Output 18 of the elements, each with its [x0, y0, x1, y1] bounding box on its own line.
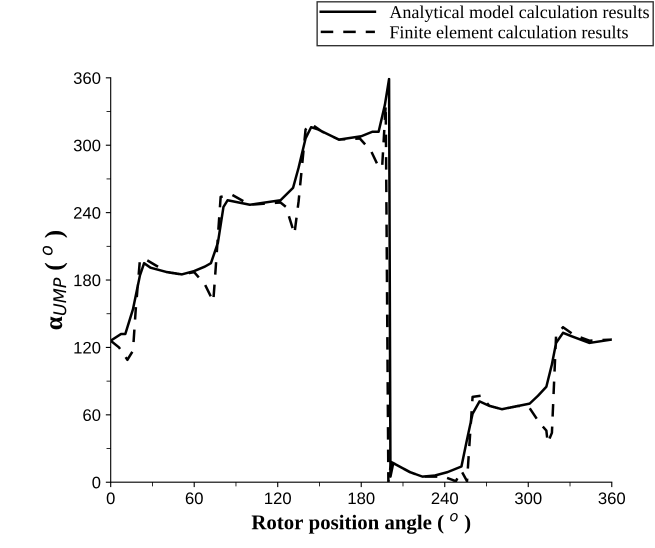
y-tick-label: 360: [74, 72, 100, 84]
y-axis-title: α$_{UMP}$ ( $^{o}$ ): [42, 231, 68, 330]
y-tick-label: 0: [92, 476, 100, 488]
x-tick-label: 0: [106, 492, 115, 504]
x-tick-label: 300: [514, 492, 542, 504]
legend-label: Finite element calculation results: [390, 26, 628, 38]
x-tick-label: 60: [186, 492, 203, 504]
y-tick-label: 120: [74, 342, 100, 354]
y-tick-label: 300: [74, 140, 100, 152]
x-tick-label: 360: [598, 492, 626, 504]
x-tick-label: 120: [265, 492, 291, 504]
y-tick-label: 240: [74, 207, 100, 219]
x-tick-label: 240: [432, 492, 458, 504]
x-tick-label: 180: [348, 492, 374, 504]
x-axis-title: Rotor position angle ( $^{o}$ ): [252, 513, 470, 534]
legend-label: Analytical model calculation results: [390, 6, 649, 22]
y-tick-label: 60: [83, 409, 100, 422]
y-tick-label: 180: [74, 274, 100, 286]
